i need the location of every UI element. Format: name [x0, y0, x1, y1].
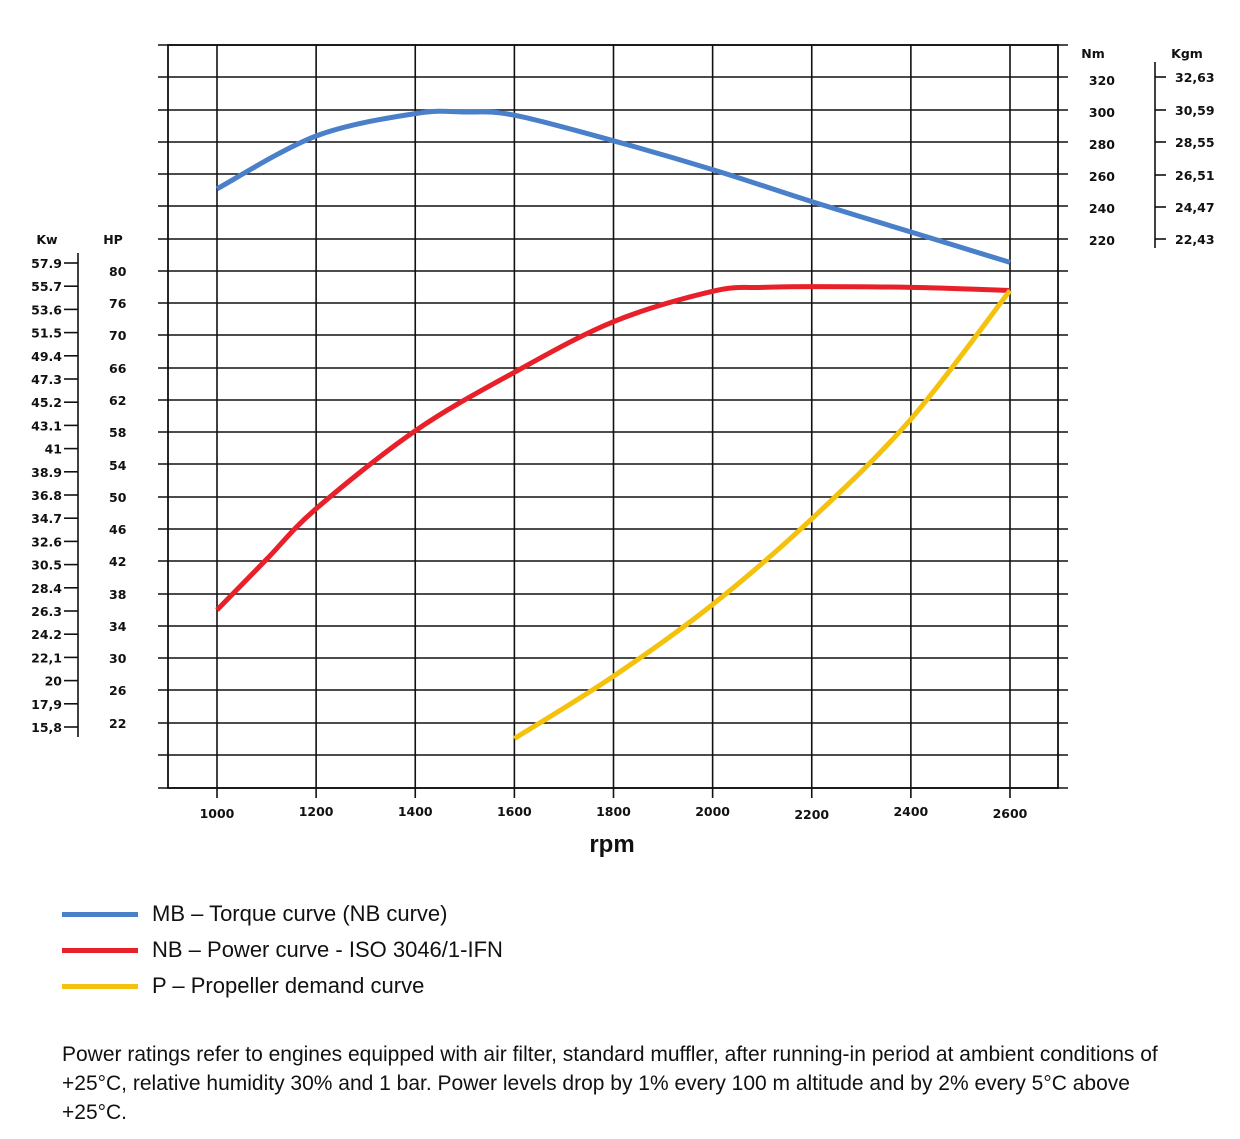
kw-tick-label-0: 57.9 [31, 256, 62, 271]
propeller-curve [513, 288, 1012, 741]
kw-tick-label-3: 51.5 [31, 326, 62, 341]
kw-tick-label-13: 30.5 [31, 558, 62, 573]
hp-tick-label-14: 22 [109, 716, 126, 731]
kw-tick-label-18: 20 [45, 674, 63, 689]
legend-swatch-torque [62, 911, 138, 917]
nm-tick-label-3: 260 [1089, 169, 1115, 184]
hp-tick-label-0: 80 [109, 264, 127, 279]
kgm-tick-label-3: 26,51 [1175, 168, 1215, 183]
legend-label-torque: MB – Torque curve (NB curve) [152, 901, 448, 926]
chart-curves [215, 108, 1012, 741]
hp-tick-label-3: 66 [109, 361, 127, 376]
kw-tick-label-9: 38.9 [31, 465, 62, 480]
kw-tick-label-14: 28.4 [31, 581, 62, 596]
nm-tick-label-4: 240 [1089, 201, 1115, 216]
torque-curve [215, 108, 1011, 265]
kw-tick-label-16: 24.2 [31, 627, 62, 642]
kw-tick-label-19: 17,9 [31, 697, 62, 712]
nm-axis-unit: Nm [1081, 46, 1105, 61]
hp-tick-label-1: 76 [109, 296, 127, 311]
plot-frame [167, 44, 1059, 789]
nm-tick-label-1: 300 [1089, 105, 1115, 120]
chart-legend: MB – Torque curve (NB curve) NB – Power … [62, 896, 503, 1004]
legend-label-power: NB – Power curve - ISO 3046/1-IFN [152, 937, 503, 962]
kgm-tick-label-2: 28,55 [1175, 135, 1215, 150]
kgm-tick-label-1: 30,59 [1175, 103, 1215, 118]
kw-tick-label-12: 32.6 [31, 534, 62, 549]
hp-tick-label-10: 38 [109, 587, 126, 602]
x-tick-label-2600: 2600 [993, 806, 1028, 821]
kw-tick-label-20: 15,8 [31, 720, 62, 735]
x-tick-label-1400: 1400 [398, 804, 433, 819]
kgm-axis-unit: Kgm [1171, 46, 1203, 61]
hp-tick-label-13: 26 [109, 683, 127, 698]
kw-tick-label-7: 43.1 [31, 418, 62, 433]
x-tick-label-2400: 2400 [893, 804, 928, 819]
hp-tick-label-7: 50 [109, 490, 127, 505]
x-tick-label-2200: 2200 [794, 807, 829, 822]
x-axis-title: rpm [589, 831, 634, 858]
kw-tick-label-15: 26.3 [31, 604, 62, 619]
hp-tick-label-2: 70 [109, 328, 127, 343]
kw-tick-label-5: 47.3 [31, 372, 62, 387]
x-tick-label-1000: 1000 [200, 806, 235, 821]
nm-tick-label-5: 220 [1089, 233, 1115, 248]
kw-tick-label-17: 22,1 [31, 650, 62, 665]
power-ratings-note: Power ratings refer to engines equipped … [62, 1043, 1158, 1124]
kw-axis-unit: Kw [36, 232, 58, 247]
hp-tick-label-11: 34 [109, 619, 127, 634]
kgm-tick-label-5: 22,43 [1175, 232, 1215, 247]
hp-axis-unit: HP [103, 232, 123, 247]
legend-label-propeller: P – Propeller demand curve [152, 973, 425, 998]
kw-tick-label-4: 49.4 [31, 349, 62, 364]
hp-tick-label-9: 42 [109, 554, 126, 569]
chart-grid [158, 44, 1068, 798]
legend-swatch-propeller [62, 983, 138, 989]
hp-tick-label-12: 30 [109, 651, 127, 666]
legend-item-torque: MB – Torque curve (NB curve) [62, 896, 503, 932]
kw-tick-label-2: 53.6 [31, 302, 62, 317]
x-tick-label-1800: 1800 [596, 804, 631, 819]
x-tick-label-1600: 1600 [497, 804, 532, 819]
legend-item-propeller: P – Propeller demand curve [62, 968, 503, 1004]
kgm-tick-label-0: 32,63 [1175, 70, 1215, 85]
nm-tick-label-0: 320 [1089, 73, 1115, 88]
chart-axes: 1000 1200 1400 1600 1800 2000 2200 2400 2600 320 3… [31, 62, 1215, 822]
hp-tick-label-5: 58 [109, 425, 126, 440]
kgm-tick-label-4: 24,47 [1175, 200, 1215, 215]
hp-tick-label-4: 62 [109, 393, 126, 408]
hp-tick-label-6: 54 [109, 458, 127, 473]
kw-tick-label-11: 34.7 [31, 511, 62, 526]
x-tick-label-2000: 2000 [695, 804, 730, 819]
nm-tick-label-2: 280 [1089, 137, 1115, 152]
kw-tick-label-10: 36.8 [31, 488, 62, 503]
kw-tick-label-8: 41 [45, 442, 62, 457]
legend-swatch-power [62, 947, 138, 953]
kw-tick-label-6: 45.2 [31, 395, 62, 410]
hp-tick-label-8: 46 [109, 522, 127, 537]
power-curve [215, 284, 1011, 612]
legend-item-power: NB – Power curve - ISO 3046/1-IFN [62, 932, 503, 968]
engine-performance-chart: 1000 1200 1400 1600 1800 2000 2200 2400 2600 320 3… [31, 44, 1215, 858]
x-tick-label-1200: 1200 [299, 804, 334, 819]
kw-tick-label-1: 55.7 [31, 279, 62, 294]
